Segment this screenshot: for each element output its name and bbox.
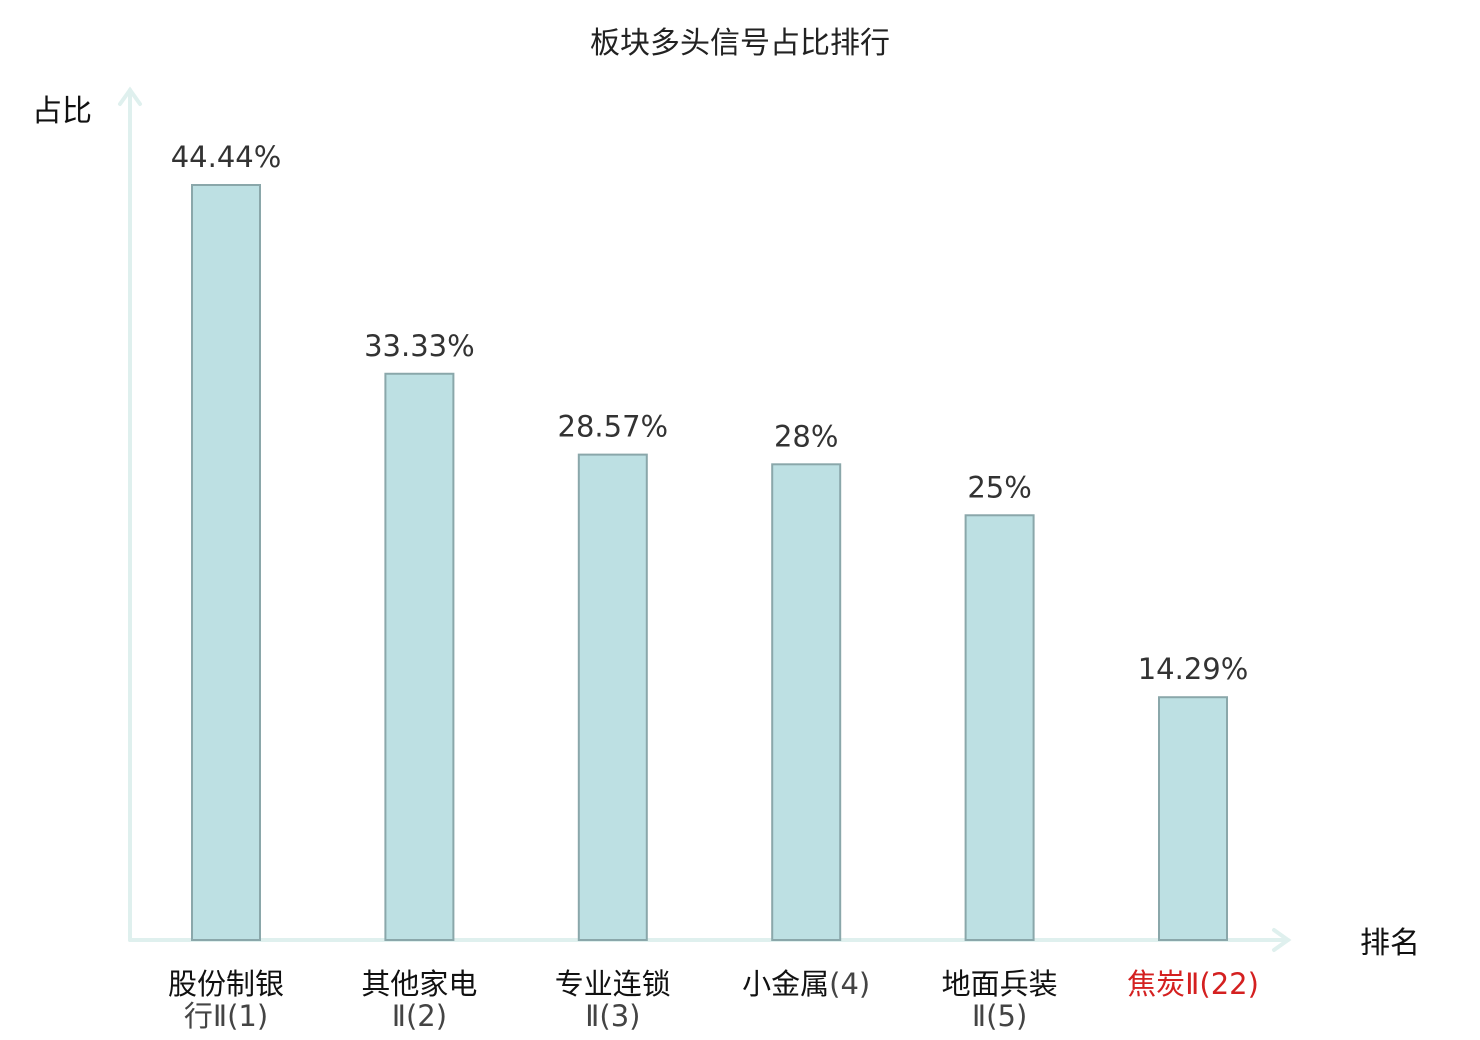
- category-label-line2: Ⅱ(5): [972, 999, 1027, 1033]
- bar: [191, 184, 261, 941]
- category-label: 焦炭Ⅱ(22): [1127, 967, 1259, 1001]
- y-axis-label: 占比: [32, 94, 92, 129]
- x-axis-arrow: [1272, 928, 1292, 952]
- bar-value-label: 28%: [774, 419, 838, 453]
- bar-value-label: 44.44%: [171, 140, 282, 174]
- bar: [384, 372, 455, 941]
- chart-title: 板块多头信号占比排行: [590, 26, 890, 61]
- bar-value-label: 14.29%: [1138, 652, 1249, 686]
- category-label-line2: Ⅱ(3): [585, 999, 640, 1033]
- x-axis-label: 排名: [1360, 926, 1420, 961]
- category-label: 小金属(4): [742, 967, 870, 1001]
- bar-value-label: 28.57%: [558, 410, 669, 444]
- bar: [1158, 696, 1228, 942]
- bar-value-label: 33.33%: [364, 329, 475, 363]
- bar: [964, 514, 1035, 941]
- category-label: 其他家电: [361, 967, 477, 1001]
- category-label: 地面兵装: [942, 967, 1058, 1001]
- category-label: 股份制银: [168, 967, 284, 1001]
- y-axis-arrow: [118, 86, 142, 106]
- category-label-line2: 行Ⅱ(1): [184, 999, 268, 1033]
- category-label: 专业连锁: [555, 967, 671, 1001]
- bar: [577, 453, 648, 941]
- category-label-line2: Ⅱ(2): [392, 999, 447, 1033]
- bar-value-label: 25%: [967, 470, 1031, 504]
- bar: [771, 463, 842, 941]
